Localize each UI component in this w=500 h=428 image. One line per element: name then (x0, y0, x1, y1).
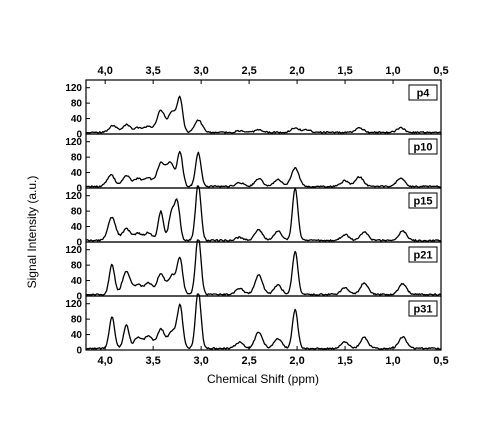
y-tick-label: 120 (65, 245, 82, 256)
y-tick-label: 40 (71, 222, 83, 233)
y-tick-label: 40 (71, 276, 83, 287)
spectrum-panel-p15: 0 40 80 120 p15 (65, 185, 442, 249)
x-tick-label-top: 1,0 (385, 65, 400, 77)
panel-label: p15 (414, 196, 433, 208)
panel-label: p31 (414, 304, 433, 316)
y-tick-label: 120 (65, 137, 82, 148)
x-tick-label-top: 3,0 (193, 65, 208, 77)
spectrum-panel-p10: 0 40 80 120 p10 (65, 133, 442, 195)
x-axis-title: Chemical Shift (ppm) (207, 372, 319, 386)
x-tick-label-bottom: 4,0 (98, 355, 113, 367)
y-tick-label: 120 (65, 83, 82, 94)
y-tick-label: 0 (76, 346, 82, 357)
y-tick-label: 0 (76, 292, 82, 303)
panel-label: p21 (414, 250, 433, 262)
y-tick-label: 40 (71, 168, 83, 179)
x-tick-label-bottom: 2,5 (241, 355, 256, 367)
x-tick-label-bottom: 1,0 (385, 355, 400, 367)
spectrum-line-p10 (85, 150, 442, 188)
y-tick-label: 80 (71, 153, 83, 164)
x-tick-label-top: 2,5 (241, 65, 256, 77)
y-tick-label: 40 (71, 330, 83, 341)
y-tick-label: 80 (71, 315, 83, 326)
y-tick-label: 40 (71, 114, 83, 125)
y-tick-label: 80 (71, 99, 83, 110)
panel-label-box (408, 192, 438, 209)
panel-label: p4 (417, 88, 431, 100)
x-tick-label-bottom: 3,5 (146, 355, 161, 367)
y-tick-label: 0 (76, 130, 82, 141)
x-tick-label-bottom: 2,0 (289, 355, 304, 367)
panel-label-box (408, 300, 438, 317)
spectrum-panel-p21: 0 40 80 120 p21 (65, 239, 442, 303)
x-tick-label-bottom: 3,0 (193, 355, 208, 367)
y-tick-label: 0 (76, 238, 82, 249)
x-tick-label-bottom: 0,5 (433, 355, 448, 367)
panel-frame (85, 79, 442, 135)
panel-frame (85, 241, 442, 297)
x-tick-label-top: 1,5 (337, 65, 352, 77)
panel-frame (85, 133, 442, 189)
y-tick-label: 80 (71, 207, 83, 218)
spectrum-line-p31 (85, 293, 442, 350)
x-tick-label-top: 4,0 (98, 65, 113, 77)
x-tick-label-bottom: 1,5 (337, 355, 352, 367)
spectrum-panel-p4: 0 40 80 120 p4 (65, 79, 442, 141)
chart-axes: 4,0 4,0 3,5 3,5 3,0 3,0 2,5 2,5 2,0 2,0 1,5 1,5 1,0 1… (98, 65, 449, 367)
panel-label-box (408, 246, 438, 263)
spectrum-line-p21 (85, 239, 442, 296)
x-tick-label-top: 0,5 (433, 65, 448, 77)
y-tick-label: 80 (71, 261, 83, 272)
panel-label: p10 (414, 142, 433, 154)
spectra-panels: 0 40 80 120 p4 0 40 80 120 p10 0 40 80 120 p15 0 40 80 120… (65, 79, 442, 357)
y-tick-label: 120 (65, 191, 82, 202)
x-tick-label-top: 2,0 (289, 65, 304, 77)
y-tick-label: 120 (65, 299, 82, 310)
panel-label-box (408, 84, 438, 101)
y-tick-label: 0 (76, 184, 82, 195)
y-axis-title: Signal Intensity (a.u.) (25, 176, 39, 289)
spectrum-line-p4 (85, 95, 442, 134)
panel-frame (85, 295, 442, 351)
x-tick-label-top: 3,5 (146, 65, 161, 77)
spectrum-line-p15 (85, 185, 442, 242)
spectrum-panel-p31: 0 40 80 120 p31 (65, 293, 442, 357)
panel-label-box (408, 138, 438, 155)
